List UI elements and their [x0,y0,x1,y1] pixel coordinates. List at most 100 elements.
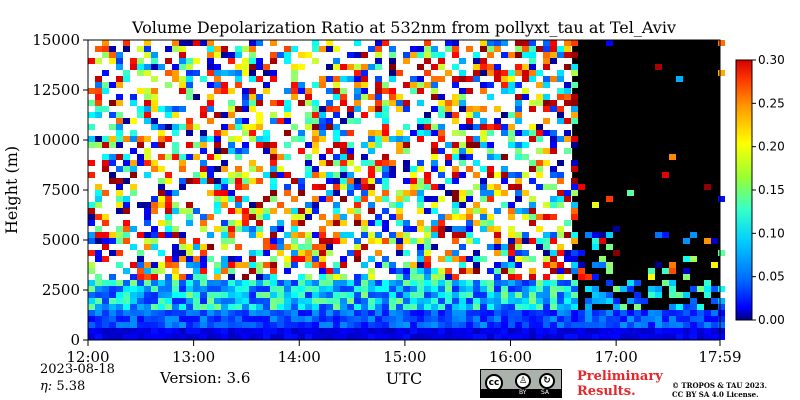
heatmap-cell [298,220,305,226]
heatmap-cell [473,160,480,166]
heatmap-cell [368,130,375,136]
heatmap-cell [277,286,284,292]
heatmap-cell [326,124,333,130]
heatmap-cell [116,112,123,118]
heatmap-cell [165,196,172,202]
heatmap-cell [319,130,326,136]
heatmap-cell [298,250,305,256]
heatmap-cell [95,46,102,52]
heatmap-cell [165,328,172,334]
heatmap-cell [249,280,256,286]
cc-license-badge[interactable]: cc ♙ ↻ BY SA [480,369,562,398]
heatmap-cell [690,316,697,322]
heatmap-cell [578,316,585,322]
heatmap-cell [242,94,249,100]
heatmap-cell [109,124,116,130]
heatmap-cell [109,154,116,160]
heatmap-cell [277,250,284,256]
heatmap-cell [165,112,172,118]
heatmap-cell [200,334,207,340]
heatmap-cell [284,262,291,268]
heatmap-cell [179,328,186,334]
heatmap-cell [417,286,424,292]
heatmap-cell [592,316,599,322]
heatmap-cell [522,316,529,322]
heatmap-cell [438,316,445,322]
heatmap-cell [88,286,95,292]
heatmap-cell [452,64,459,70]
heatmap-cell [326,88,333,94]
heatmap-cell [494,304,501,310]
heatmap-cell [193,208,200,214]
heatmap-cell [487,64,494,70]
heatmap-cell [564,46,571,52]
heatmap-cell [256,316,263,322]
heatmap-cell [522,190,529,196]
heatmap-cell [116,178,123,184]
heatmap-cell [109,328,116,334]
heatmap-cell [515,292,522,298]
heatmap-cell [347,52,354,58]
heatmap-cell [144,232,151,238]
heatmap-cell [459,292,466,298]
heatmap-cell [431,166,438,172]
heatmap-cell [515,70,522,76]
heatmap-cell [550,316,557,322]
heatmap-cell [228,280,235,286]
heatmap-cell [452,76,459,82]
heatmap-cell [95,142,102,148]
heatmap-cell [221,112,228,118]
heatmap-cell [256,274,263,280]
heatmap-cell [270,184,277,190]
heatmap-cell [144,70,151,76]
heatmap-cell [263,286,270,292]
heatmap-cell [88,58,95,64]
heatmap-cell [571,190,578,196]
y-tick-label: 5000 [42,231,80,249]
heatmap-cell [284,286,291,292]
heatmap-cell [263,82,270,88]
heatmap-cell [95,58,102,64]
heatmap-cell [438,106,445,112]
heatmap-cell [214,88,221,94]
heatmap-cell [242,172,249,178]
heatmap-cell [431,304,438,310]
heatmap-cell [291,316,298,322]
heatmap-cell [144,244,151,250]
heatmap-cell [165,262,172,268]
heatmap-cell [578,184,585,190]
heatmap-cell [382,334,389,340]
heatmap-cell [151,232,158,238]
heatmap-cell [459,286,466,292]
heatmap-cell [452,46,459,52]
heatmap-cell [333,160,340,166]
heatmap-cell [340,148,347,154]
heatmap-cell [179,184,186,190]
heatmap-cell [214,286,221,292]
heatmap-cell [305,334,312,340]
heatmap-cell [102,280,109,286]
heatmap-cell [284,100,291,106]
heatmap-cell [564,52,571,58]
heatmap-cell [116,184,123,190]
heatmap-cell [326,292,333,298]
heatmap-cell [193,142,200,148]
heatmap-cell [102,142,109,148]
heatmap-cell [312,148,319,154]
heatmap-cell [368,274,375,280]
heatmap-cell [130,328,137,334]
heatmap-cell [249,250,256,256]
heatmap-cell [263,130,270,136]
heatmap-cell [536,124,543,130]
heatmap-cell [410,166,417,172]
heatmap-cell [263,70,270,76]
heatmap-cell [144,208,151,214]
heatmap-cell [277,280,284,286]
heatmap-cell [529,58,536,64]
heatmap-cell [592,298,599,304]
heatmap-cell [354,178,361,184]
heatmap-cell [445,100,452,106]
heatmap-cell [151,94,158,100]
heatmap-cell [550,238,557,244]
heatmap-cell [123,322,130,328]
